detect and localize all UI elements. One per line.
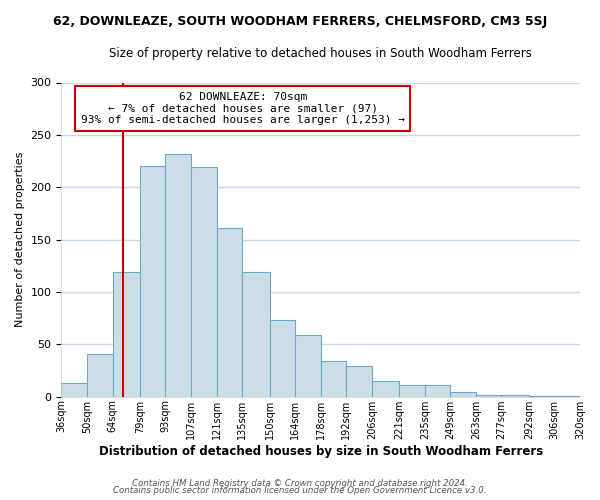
- Bar: [166, 154, 191, 396]
- Bar: [140, 166, 166, 396]
- Bar: [425, 385, 451, 396]
- Text: 62 DOWNLEAZE: 70sqm
← 7% of detached houses are smaller (97)
93% of semi-detache: 62 DOWNLEAZE: 70sqm ← 7% of detached hou…: [81, 92, 405, 125]
- Bar: [346, 366, 372, 396]
- Bar: [242, 272, 269, 396]
- Bar: [269, 320, 295, 396]
- Bar: [295, 335, 321, 396]
- Bar: [502, 394, 529, 396]
- Title: Size of property relative to detached houses in South Woodham Ferrers: Size of property relative to detached ho…: [109, 48, 532, 60]
- Bar: [61, 383, 87, 396]
- Bar: [451, 392, 476, 396]
- Bar: [113, 272, 140, 396]
- Bar: [321, 361, 346, 396]
- Bar: [191, 168, 217, 396]
- Bar: [87, 354, 113, 397]
- Bar: [476, 394, 502, 396]
- Y-axis label: Number of detached properties: Number of detached properties: [15, 152, 25, 328]
- Bar: [399, 385, 425, 396]
- Text: 62, DOWNLEAZE, SOUTH WOODHAM FERRERS, CHELMSFORD, CM3 5SJ: 62, DOWNLEAZE, SOUTH WOODHAM FERRERS, CH…: [53, 15, 547, 28]
- Bar: [372, 381, 399, 396]
- Bar: [217, 228, 242, 396]
- Text: Contains HM Land Registry data © Crown copyright and database right 2024.: Contains HM Land Registry data © Crown c…: [132, 478, 468, 488]
- Text: Contains public sector information licensed under the Open Government Licence v3: Contains public sector information licen…: [113, 486, 487, 495]
- X-axis label: Distribution of detached houses by size in South Woodham Ferrers: Distribution of detached houses by size …: [98, 444, 543, 458]
